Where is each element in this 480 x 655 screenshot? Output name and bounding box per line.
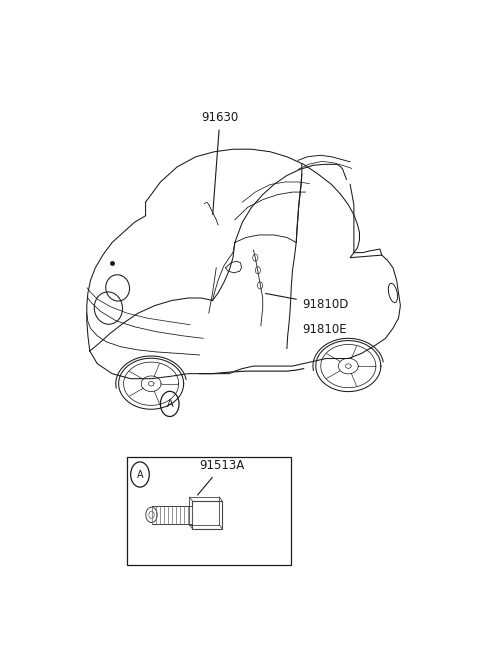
Text: 91810E: 91810E [302, 323, 347, 336]
Text: 91810D: 91810D [265, 293, 348, 311]
Bar [192, 501, 222, 529]
Text: A: A [137, 470, 144, 479]
Bar [127, 457, 290, 565]
Bar [190, 497, 219, 525]
Text: 91513A: 91513A [198, 459, 244, 495]
Text: 91630: 91630 [201, 111, 239, 215]
Text: A: A [167, 399, 173, 409]
